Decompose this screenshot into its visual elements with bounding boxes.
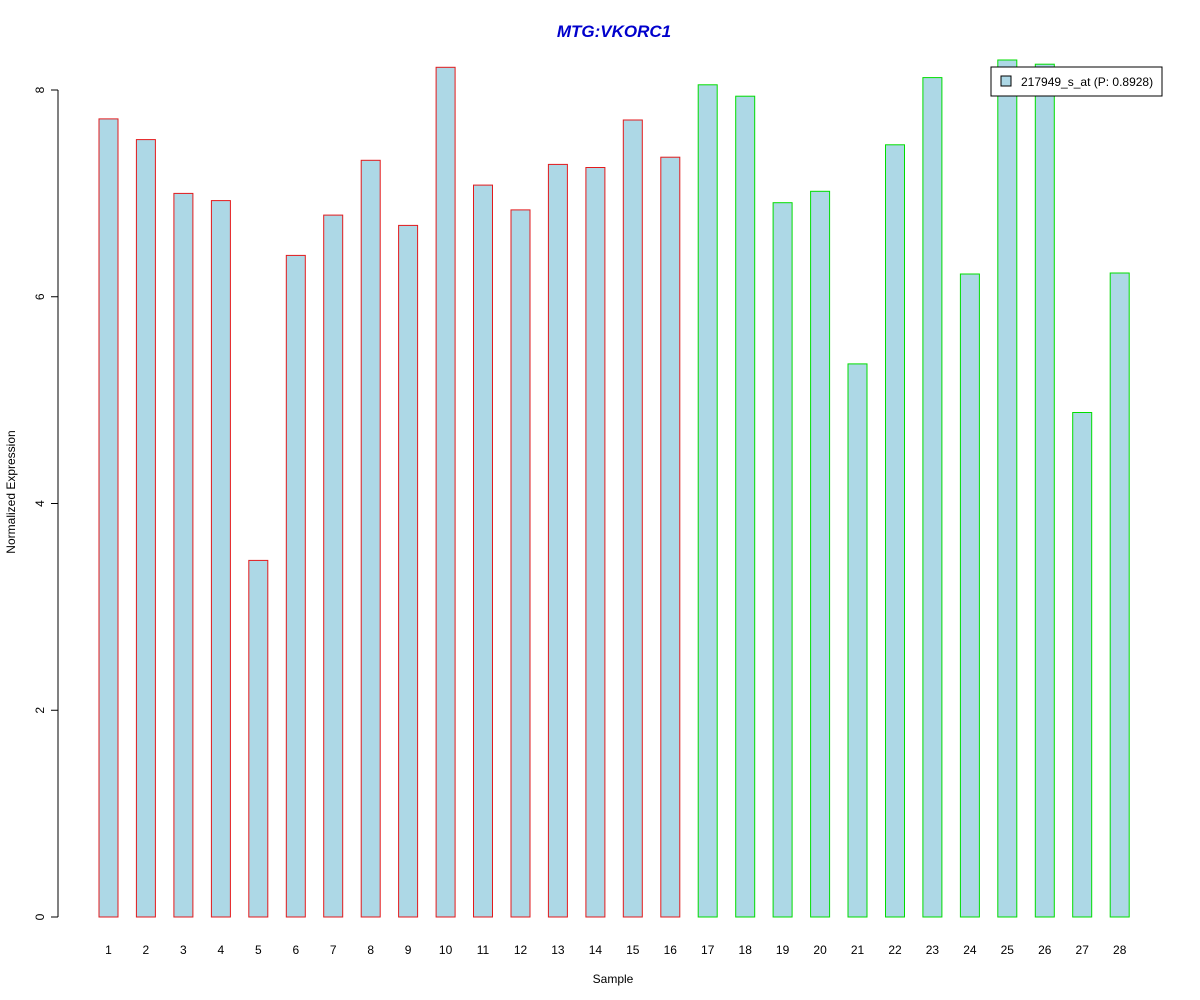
x-tick-label: 26 <box>1038 943 1052 957</box>
chart-title: MTG:VKORC1 <box>557 22 671 41</box>
bar-sample-20 <box>810 190 831 918</box>
bar-sample-6 <box>285 254 306 918</box>
x-tick-label: 17 <box>701 943 715 957</box>
legend-swatch <box>1000 75 1012 87</box>
x-tick-label: 16 <box>664 943 678 957</box>
x-tick-label: 1 <box>105 943 112 957</box>
x-tick-label: 8 <box>367 943 374 957</box>
bar-sample-19 <box>772 202 793 918</box>
bar-sample-24 <box>959 273 980 918</box>
bar-sample-15 <box>622 119 643 918</box>
x-tick-label: 7 <box>330 943 337 957</box>
bar-sample-1 <box>98 118 119 918</box>
x-tick-label: 9 <box>405 943 412 957</box>
x-tick-label: 25 <box>1001 943 1015 957</box>
x-tick-label: 15 <box>626 943 640 957</box>
bar-sample-14 <box>585 167 606 918</box>
x-tick-label: 5 <box>255 943 262 957</box>
y-tick-label: 4 <box>33 500 47 507</box>
x-tick-label: 2 <box>143 943 150 957</box>
x-tick-label: 11 <box>477 943 490 957</box>
x-tick-label: 28 <box>1113 943 1127 957</box>
x-tick-label: 24 <box>963 943 977 957</box>
y-axis: 0 2 4 6 8 <box>33 86 59 920</box>
y-axis-title: Normalized Expression <box>4 430 18 553</box>
bar-sample-4 <box>210 200 231 918</box>
x-tick-label: 14 <box>589 943 603 957</box>
legend-label: 217949_s_at (P: 0.8928) <box>1021 75 1153 89</box>
x-tick-label: 23 <box>926 943 940 957</box>
x-tick-label: 3 <box>180 943 187 957</box>
x-tick-labels: 1 2 3 4 5 6 7 8 9 10 11 12 13 14 15 16 17 18 19 20 21 22 23 24 2… <box>105 943 1127 957</box>
bar-sample-12 <box>510 209 531 918</box>
bars <box>98 59 1130 918</box>
y-tick-label: 8 <box>33 86 47 93</box>
bar-sample-23 <box>922 77 943 918</box>
x-tick-label: 18 <box>739 943 753 957</box>
bar-sample-27 <box>1072 412 1093 918</box>
bar-sample-3 <box>173 192 194 918</box>
bar-sample-18 <box>735 95 756 918</box>
x-tick-label: 22 <box>888 943 902 957</box>
y-tick-label: 0 <box>33 913 47 920</box>
bar-sample-21 <box>847 363 868 918</box>
y-tick-label: 2 <box>33 707 47 714</box>
y-tick-label: 6 <box>33 293 47 300</box>
bar-sample-17 <box>697 84 718 918</box>
x-tick-label: 6 <box>292 943 299 957</box>
x-tick-label: 4 <box>218 943 225 957</box>
x-tick-label: 21 <box>851 943 865 957</box>
bar-sample-9 <box>398 224 419 918</box>
bar-sample-13 <box>547 163 568 918</box>
bar-sample-16 <box>660 156 681 918</box>
bar-sample-11 <box>473 184 493 918</box>
bar-sample-8 <box>360 159 381 918</box>
legend-box <box>990 66 1163 97</box>
x-tick-label: 19 <box>776 943 790 957</box>
x-tick-label: 27 <box>1076 943 1090 957</box>
bar-sample-25 <box>997 59 1018 918</box>
x-tick-label: 12 <box>514 943 528 957</box>
bar-sample-10 <box>435 66 456 918</box>
bar-sample-2 <box>135 139 156 918</box>
bar-sample-5 <box>248 559 269 918</box>
x-tick-label: 10 <box>439 943 453 957</box>
x-tick-label: 20 <box>813 943 827 957</box>
legend: 217949_s_at (P: 0.8928) <box>990 66 1163 97</box>
bar-sample-26 <box>1034 63 1055 918</box>
bar-sample-28 <box>1109 272 1130 918</box>
x-tick-label: 13 <box>551 943 565 957</box>
bar-sample-7 <box>323 214 344 918</box>
x-axis-title: Sample <box>593 972 634 986</box>
bar-sample-22 <box>885 144 905 918</box>
